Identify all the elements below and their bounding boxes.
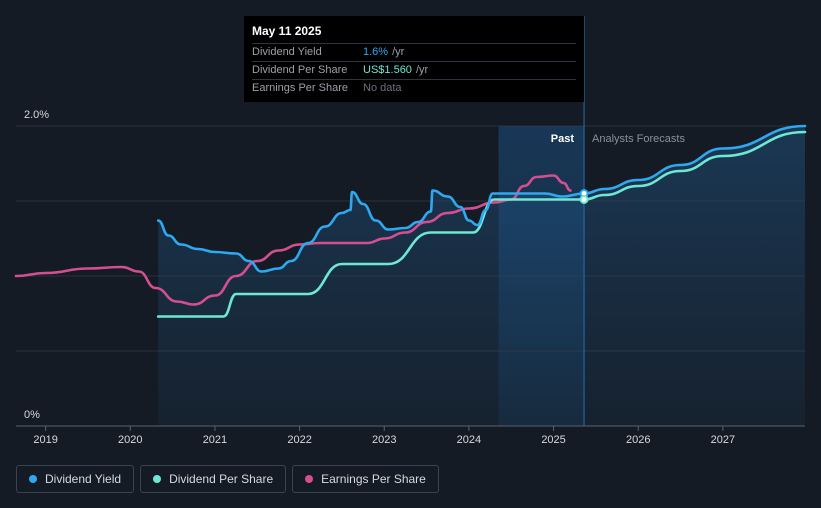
x-tick-label: 2021: [203, 434, 227, 446]
legend-label: Dividend Yield: [45, 472, 122, 486]
x-tick-label: 2019: [33, 434, 57, 446]
y-axis-labels: 2.0% 0%: [24, 109, 49, 421]
tooltip-date: May 11 2025: [252, 24, 322, 38]
x-tick-label: 2024: [457, 434, 481, 446]
legend-dot: [305, 475, 314, 483]
tooltip-label: Dividend Per Share: [252, 64, 348, 76]
legend: Dividend Yield Dividend Per Share Earnin…: [16, 465, 439, 493]
series-lines: [14, 124, 807, 318]
tooltip-value: No data: [363, 82, 402, 94]
x-axis: 2019 2020 2021 2022 2023 2024 2025 2026 2027: [16, 425, 805, 446]
forecast-label: Analysts Forecasts: [592, 133, 685, 145]
tooltip: May 11 2025 Dividend Yield 1.6% /yr Divi…: [244, 16, 584, 102]
past-label: Past: [551, 133, 575, 145]
y-tick-label: 2.0%: [24, 109, 49, 121]
legend-item-earnings-per-share[interactable]: Earnings Per Share: [292, 465, 439, 493]
x-tick-label: 2026: [626, 434, 650, 446]
legend-item-dividend-per-share[interactable]: Dividend Per Share: [140, 465, 287, 493]
cursor-points: [579, 189, 589, 204]
tooltip-row-dividend-yield: Dividend Yield 1.6% /yr: [252, 43, 576, 61]
tooltip-value: 1.6%: [363, 46, 389, 58]
x-tick-label: 2025: [541, 434, 565, 446]
legend-dot: [29, 475, 37, 483]
x-tick-label: 2022: [287, 434, 311, 446]
tooltip-value: US$1.560: [363, 64, 412, 76]
x-tick-label: 2027: [711, 434, 735, 446]
legend-item-dividend-yield[interactable]: Dividend Yield: [16, 465, 135, 493]
y-tick-label: 0%: [24, 409, 40, 421]
legend-dot: [153, 475, 162, 483]
tooltip-label: Earnings Per Share: [252, 82, 348, 94]
tooltip-unit: /yr: [415, 64, 429, 76]
tooltip-row-earnings-per-share: Earnings Per Share No data: [252, 79, 576, 97]
tooltip-unit: /yr: [392, 46, 405, 58]
tooltip-label: Dividend Yield: [252, 46, 322, 58]
x-tick-label: 2020: [118, 434, 142, 446]
dividend-yield-line: [156, 124, 807, 273]
tooltip-row-dividend-per-share: Dividend Per Share US$1.560 /yr: [252, 61, 576, 79]
gridlines: [16, 125, 805, 352]
legend-label: Dividend Per Share: [169, 472, 274, 486]
x-tick-label: 2023: [372, 434, 396, 446]
dps-cursor-point: [579, 195, 589, 204]
legend-label: Earnings Per Share: [321, 472, 426, 486]
dividend-per-share-line: [156, 130, 807, 318]
